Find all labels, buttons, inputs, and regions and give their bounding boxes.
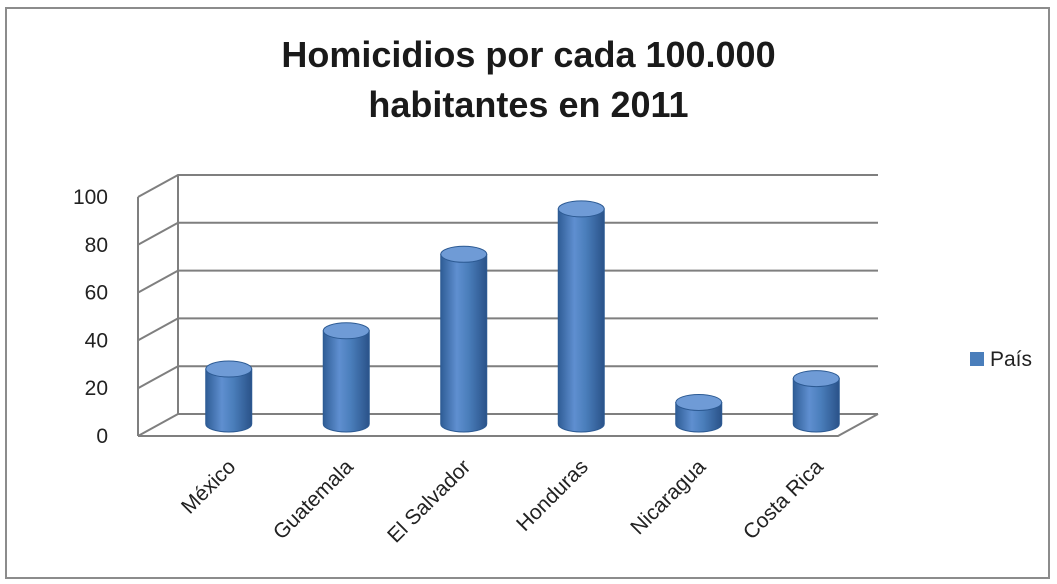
bar-top	[205, 360, 253, 378]
bar-top	[440, 245, 488, 263]
bar-body	[792, 378, 840, 433]
bar-body	[205, 368, 253, 433]
y-tick-label: 20	[85, 377, 108, 400]
gridline	[137, 317, 878, 342]
legend-swatch	[970, 352, 984, 366]
bar-body	[557, 208, 605, 433]
x-category-label: Nicaragua	[626, 455, 710, 539]
legend: País	[970, 348, 1032, 371]
y-tick-label: 60	[85, 282, 108, 305]
bar-body	[322, 330, 370, 433]
x-category-label: Guatemala	[269, 455, 358, 544]
x-category-label: Honduras	[512, 455, 593, 536]
bar	[440, 245, 488, 433]
bar	[792, 370, 840, 433]
gridline	[137, 269, 878, 294]
floor-edge	[138, 413, 879, 437]
chart-title: Homicidios por cada 100.000 habitantes e…	[0, 30, 1057, 130]
bar	[675, 393, 723, 433]
y-tick-label: 80	[85, 234, 108, 257]
bar	[557, 200, 605, 433]
bar-top	[322, 322, 370, 340]
legend-label: País	[990, 348, 1032, 371]
bar-top	[557, 200, 605, 218]
x-category-label: México	[177, 455, 240, 518]
y-tick-label: 100	[73, 186, 108, 209]
gridline	[137, 221, 878, 246]
x-category-label: Costa Rica	[739, 455, 828, 544]
bar-top	[675, 393, 723, 411]
chart-title-line2: habitantes en 2011	[368, 84, 689, 125]
gridline	[137, 174, 878, 198]
bar-top	[792, 370, 840, 388]
x-category-label: El Salvador	[383, 455, 475, 547]
y-tick-label: 40	[85, 329, 108, 352]
bar-body	[440, 253, 488, 433]
bar	[322, 322, 370, 433]
bar	[205, 360, 253, 433]
chart-frame	[5, 7, 1050, 579]
y-tick-label: 0	[96, 425, 108, 448]
chart-title-line1: Homicidios por cada 100.000	[281, 34, 776, 75]
